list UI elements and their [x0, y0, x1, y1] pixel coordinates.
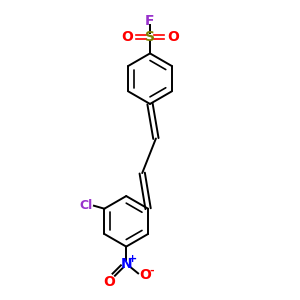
Text: O: O	[103, 275, 115, 289]
Text: O: O	[140, 268, 152, 282]
Text: Cl: Cl	[79, 199, 92, 212]
Text: N: N	[120, 257, 132, 272]
Text: S: S	[145, 30, 155, 44]
Text: -: -	[149, 266, 154, 275]
Text: +: +	[128, 254, 137, 264]
Text: O: O	[167, 30, 179, 44]
Text: O: O	[121, 30, 133, 44]
Text: F: F	[145, 14, 155, 28]
